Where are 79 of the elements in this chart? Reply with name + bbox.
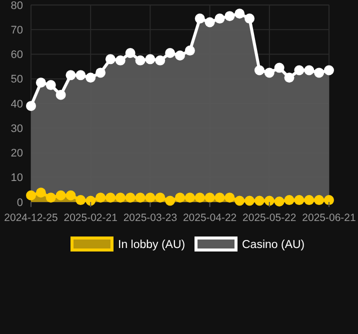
x-tick-label: 2025-04-22 <box>182 212 237 224</box>
point <box>46 80 56 90</box>
point <box>214 14 225 24</box>
y-tick-label: 60 <box>10 49 23 62</box>
point <box>105 54 116 64</box>
point <box>194 14 205 24</box>
point <box>244 14 255 24</box>
point <box>234 196 245 206</box>
point <box>76 195 86 206</box>
x-tick-label: 2024-12-25 <box>4 212 58 224</box>
point <box>274 196 284 207</box>
point <box>204 192 215 203</box>
point <box>254 65 264 76</box>
point <box>145 54 156 64</box>
point <box>204 17 215 28</box>
x-tick-label: 2025-06-21 <box>302 212 356 224</box>
point <box>115 192 126 203</box>
point <box>115 55 126 66</box>
point <box>254 196 264 206</box>
x-tick-label: 2025-05-22 <box>242 212 296 224</box>
point <box>314 68 324 78</box>
point <box>304 195 314 206</box>
point <box>105 192 116 203</box>
point <box>234 8 245 19</box>
point <box>36 188 46 198</box>
point <box>304 65 314 76</box>
point <box>324 195 334 206</box>
point <box>294 65 304 76</box>
point <box>125 192 136 203</box>
y-tick-label: 50 <box>10 74 23 86</box>
x-tick-label: 2025-02-21 <box>64 212 118 224</box>
point <box>135 55 146 66</box>
point <box>26 190 36 200</box>
point <box>86 72 96 83</box>
legend-label: Casino (AU) <box>242 239 305 252</box>
point <box>274 62 284 73</box>
point <box>264 196 274 206</box>
point <box>224 192 235 203</box>
y-tick-label: 0 <box>16 196 23 209</box>
point <box>175 192 185 203</box>
point <box>224 11 235 22</box>
point <box>56 190 66 200</box>
point <box>294 195 304 206</box>
point <box>184 192 195 203</box>
point <box>135 192 146 203</box>
point <box>284 195 294 206</box>
point <box>314 195 324 206</box>
legend-label: In lobby (AU) <box>118 239 186 252</box>
point <box>36 78 46 88</box>
point <box>194 192 205 203</box>
point <box>76 70 86 80</box>
point <box>86 196 96 206</box>
point <box>66 70 76 80</box>
point <box>175 50 185 60</box>
point <box>155 55 166 66</box>
y-tick-label: 80 <box>10 0 23 12</box>
y-tick-label: 10 <box>10 172 23 184</box>
point <box>96 68 106 78</box>
point <box>26 100 36 111</box>
point <box>244 196 255 206</box>
point <box>96 192 106 203</box>
y-tick-label: 40 <box>10 98 23 110</box>
point <box>145 192 156 203</box>
point <box>214 192 225 203</box>
point <box>165 196 176 206</box>
point <box>56 90 66 100</box>
point <box>46 192 56 203</box>
point <box>324 65 334 76</box>
y-tick-label: 30 <box>10 122 23 135</box>
point <box>66 190 76 200</box>
y-tick-label: 20 <box>10 148 23 160</box>
point <box>125 48 136 58</box>
point <box>155 192 166 203</box>
point <box>264 68 274 78</box>
x-tick-label: 2025-03-23 <box>123 212 178 224</box>
point <box>284 72 294 83</box>
y-tick-label: 70 <box>10 24 23 36</box>
point <box>165 48 176 58</box>
point <box>184 46 195 56</box>
